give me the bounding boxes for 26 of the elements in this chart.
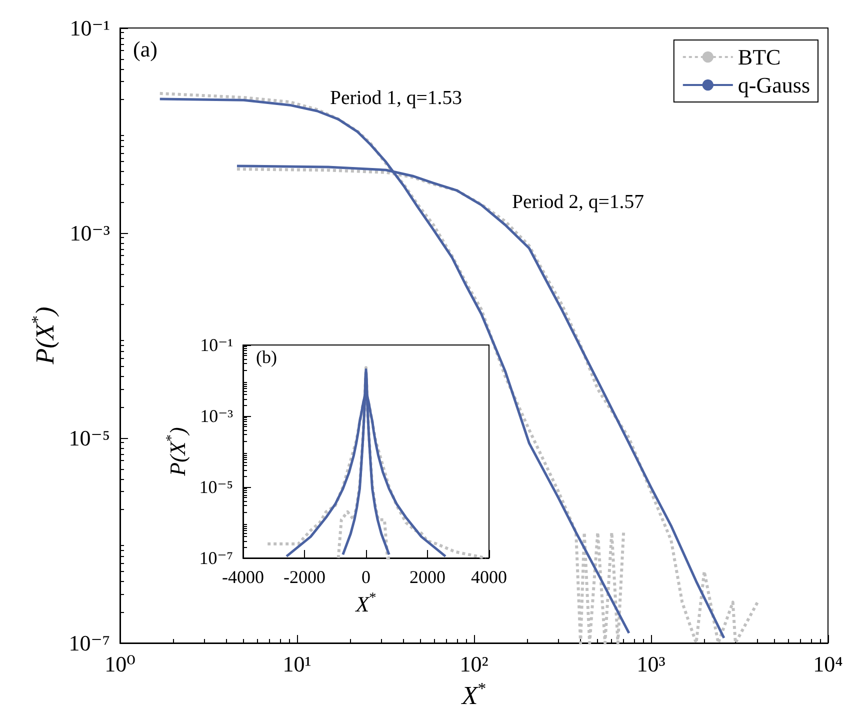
legend-label: q-Gauss [738, 72, 810, 98]
y-tick-label: 10⁻⁵ [199, 477, 233, 498]
annotation: (a) [133, 36, 158, 62]
x-tick-label: 0 [362, 567, 370, 588]
y-tick-label: 10⁻⁵ [68, 426, 110, 450]
y-tick-label: 10⁻¹ [200, 335, 233, 355]
x-tick-label: -4000 [222, 567, 264, 588]
x-tick-label: 2000 [410, 567, 446, 588]
annotation: Period 1, q=1.53 [330, 87, 462, 109]
annotation: (b) [256, 347, 277, 367]
x-tick-label: 10⁴ [813, 652, 844, 676]
x-tick-label: -2000 [284, 567, 326, 588]
y-tick-label: 10⁻⁷ [199, 548, 233, 568]
y-tick-label: 10⁻³ [70, 220, 110, 246]
x-tick-label: 10¹ [282, 652, 312, 676]
annotation: Period 2, q=1.57 [512, 191, 644, 213]
y-axis-title: P(X*) [163, 427, 190, 477]
x-tick-label: 10² [460, 652, 489, 676]
x-axis-title: X* [460, 678, 486, 710]
y-tick-label: 10⁻¹ [70, 16, 110, 40]
y-tick-label: 10⁻³ [200, 406, 234, 426]
x-axis-title: X* [354, 590, 376, 616]
y-axis-title: P(X*) [28, 306, 60, 366]
legend-label: BTC [738, 44, 781, 70]
x-tick-label: 4000 [471, 567, 507, 588]
x-tick-label: 10³ [636, 652, 666, 676]
